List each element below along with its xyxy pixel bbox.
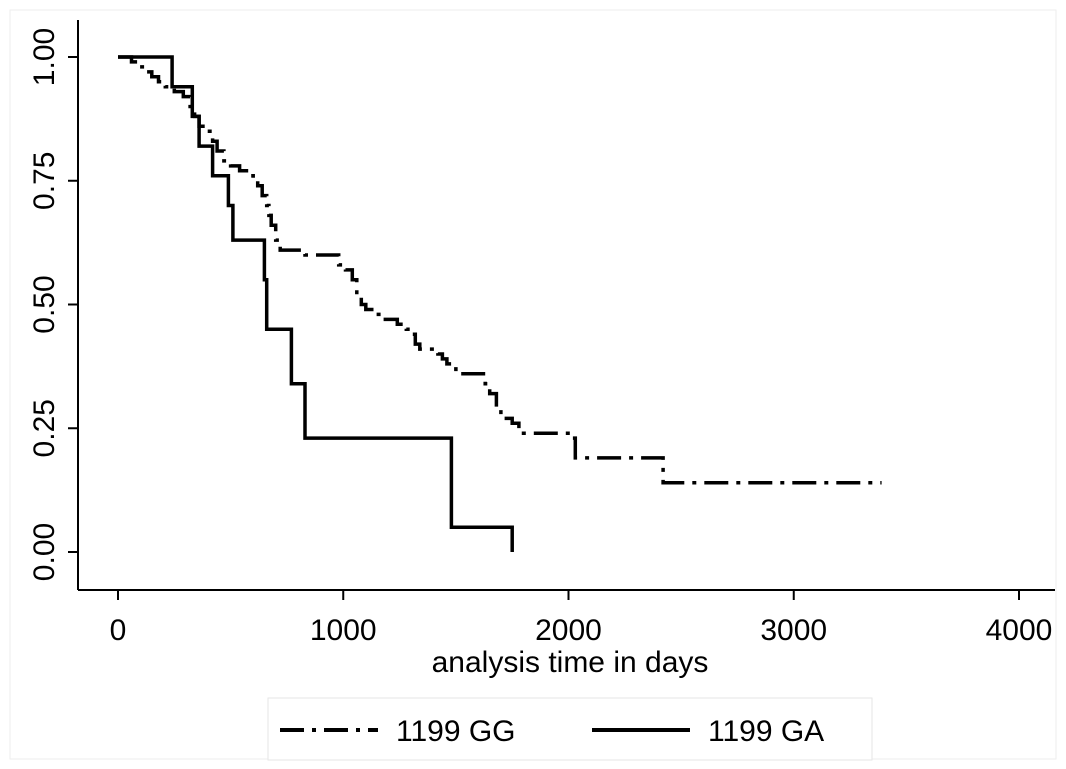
series-line-1 — [118, 55, 514, 552]
y-tick-label-0: 0.00 — [28, 523, 61, 581]
legend-label-gg: 1199 GG — [396, 715, 516, 748]
x-axis-title: analysis time in days — [432, 646, 709, 679]
x-tick-label-4: 4000 — [986, 614, 1053, 647]
legend-label-ga: 1199 GA — [708, 715, 824, 748]
x-tick-label-3: 3000 — [760, 614, 827, 647]
y-tick-label-4: 1.00 — [28, 28, 61, 86]
x-tick-label-1: 1000 — [310, 614, 377, 647]
y-tick-label-3: 0.75 — [28, 152, 61, 210]
x-tick-label-0: 0 — [110, 614, 127, 647]
plot-layer: 0 1000 2000 3000 4000 0.00 0.25 0.50 0.75 1.00 — [9, 9, 1057, 760]
x-tick-label-2: 2000 — [535, 614, 602, 647]
y-tick-label-2: 0.50 — [28, 275, 61, 333]
legend: 1199 GG 1199 GA — [267, 697, 873, 761]
series-line-0 — [118, 55, 882, 485]
y-tick-label-1: 0.25 — [28, 399, 61, 457]
